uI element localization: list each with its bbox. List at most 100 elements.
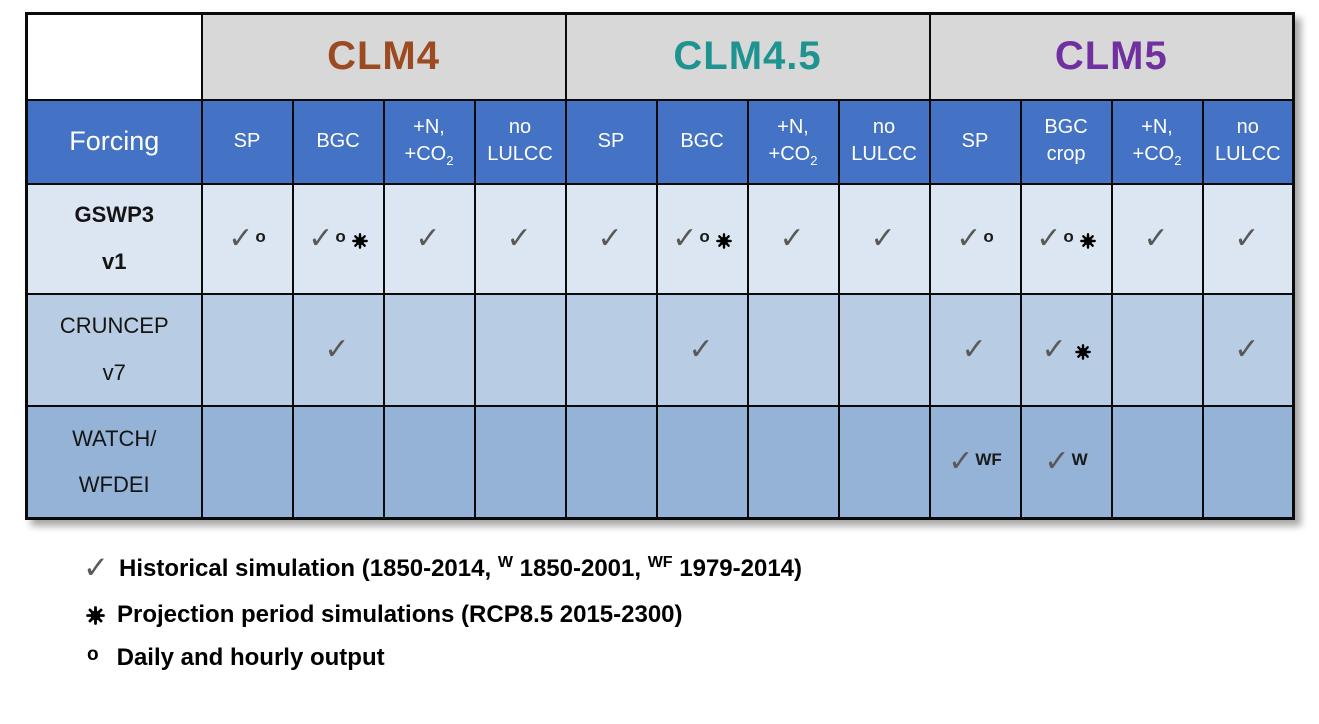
matrix-cell: ✓	[1019, 292, 1113, 407]
legend-projection-text: Projection period simulations (RCP8.5 20…	[117, 601, 683, 628]
check-icon: ✓	[1234, 221, 1260, 256]
check-icon: ✓	[83, 550, 109, 586]
matrix-cell: ✓	[564, 182, 658, 295]
check-icon: ✓	[1036, 221, 1062, 256]
projection-marker-icon	[86, 606, 105, 625]
check-icon: ✓	[688, 332, 714, 367]
corner-cell	[25, 12, 203, 101]
cell-superscript: W	[1071, 449, 1088, 469]
column-header-sp: SP	[564, 98, 658, 185]
model-header-clm4: CLM4	[200, 12, 567, 101]
check-icon: ✓	[870, 221, 896, 256]
check-icon: ✓	[672, 221, 698, 256]
check-icon: ✓	[308, 221, 334, 256]
matrix-cell: ✓	[473, 292, 567, 407]
matrix-cell: ✓ WF	[928, 404, 1022, 520]
check-icon: ✓	[415, 221, 441, 256]
matrix-cell: ✓	[473, 404, 567, 520]
check-icon: ✓	[779, 221, 805, 256]
column-header-n-co2: +N, +CO2	[1110, 98, 1204, 185]
row-label-cruncep: CRUNCEP v7	[25, 292, 203, 407]
model-header-row: CLM4 CLM4.5 CLM5	[25, 12, 1295, 101]
row-label-watch-wfdei: WATCH/WFDEI	[25, 404, 203, 520]
column-header-sp: SP	[200, 98, 294, 185]
page: CLM4 CLM4.5 CLM5 Forcing SP BGC +N, +CO2 …	[25, 12, 1319, 672]
column-header-no-lulcc: no LULCC	[473, 98, 567, 185]
matrix-cell: ✓	[746, 292, 840, 407]
column-header-row: Forcing SP BGC +N, +CO2 no LULCC SP BGC +N…	[25, 98, 1295, 185]
matrix-cell: ✓ o	[928, 182, 1022, 295]
legend-output-text: Daily and hourly output	[116, 644, 385, 671]
check-icon: ✓	[1234, 332, 1260, 367]
cell-superscript: o	[335, 226, 346, 246]
column-header-n-co2: +N, +CO2	[382, 98, 476, 185]
model-header-clm5: CLM5	[928, 12, 1295, 101]
matrix-cell: ✓	[200, 292, 294, 407]
model-header-clm4-5: CLM4.5	[564, 12, 931, 101]
matrix-cell: ✓	[291, 404, 385, 520]
projection-marker-icon	[352, 233, 368, 254]
cell-superscript: o	[983, 226, 994, 246]
matrix-cell: ✓	[291, 292, 385, 407]
cell-superscript: o	[699, 226, 710, 246]
check-icon: ✓	[597, 221, 623, 256]
legend-item-historical: ✓ Historical simulation (1850-2014, W 18…	[83, 550, 1319, 586]
projection-marker-icon	[716, 233, 732, 254]
matrix-cell: ✓ o	[655, 182, 749, 295]
matrix-cell: ✓	[564, 404, 658, 520]
check-icon: ✓	[961, 332, 987, 367]
legend-historical-text: Historical simulation (1850-2014, W 1850…	[118, 553, 803, 582]
matrix-cell: ✓ W	[1019, 404, 1113, 520]
matrix-cell: ✓	[655, 404, 749, 520]
check-icon: ✓	[324, 332, 350, 367]
matrix-cell: ✓ o	[1019, 182, 1113, 295]
cell-superscript: WF	[975, 449, 1002, 469]
check-icon: ✓	[1044, 444, 1070, 480]
legend-item-projection: Projection period simulations (RCP8.5 20…	[83, 601, 1319, 629]
projection-marker-icon	[1080, 233, 1096, 254]
column-header-n-co2: +N, +CO2	[746, 98, 840, 185]
column-header-sp: SP	[928, 98, 1022, 185]
matrix-cell: ✓	[1201, 404, 1295, 520]
matrix-cell: ✓	[837, 404, 931, 520]
matrix-cell: ✓	[746, 404, 840, 520]
matrix-cell: ✓	[200, 404, 294, 520]
matrix-cell: ✓	[1110, 404, 1204, 520]
check-icon: ✓	[228, 221, 254, 256]
cell-superscript: o	[1063, 226, 1074, 246]
cell-superscript: o	[255, 226, 266, 246]
row-label-gswp3: GSWP3 v1	[25, 182, 203, 295]
matrix-cell: ✓	[382, 182, 476, 295]
matrix-cell: ✓	[473, 182, 567, 295]
matrix-cell: ✓	[837, 292, 931, 407]
matrix-cell: ✓	[382, 404, 476, 520]
matrix-cell: ✓ o	[200, 182, 294, 295]
matrix-cell: ✓	[1110, 182, 1204, 295]
forcing-header: Forcing	[25, 98, 203, 185]
daily-output-marker: o	[87, 644, 99, 665]
legend: ✓ Historical simulation (1850-2014, W 18…	[83, 550, 1319, 672]
check-icon: ✓	[956, 221, 982, 256]
matrix-cell: ✓	[382, 292, 476, 407]
column-header-bgc: BGC	[291, 98, 385, 185]
check-icon: ✓	[506, 221, 532, 256]
matrix-cell: ✓	[746, 182, 840, 295]
legend-item-output: o Daily and hourly output	[83, 644, 1319, 672]
row-gswp3: GSWP3 v1 ✓ o ✓ o ✓ ✓ ✓ ✓ o ✓ ✓ ✓ o ✓ o ✓ ✓	[25, 182, 1295, 295]
simulation-matrix-table: CLM4 CLM4.5 CLM5 Forcing SP BGC +N, +CO2 …	[25, 12, 1296, 520]
matrix-cell: ✓	[1201, 182, 1295, 295]
check-icon: ✓	[948, 444, 974, 480]
matrix-cell: ✓	[1110, 292, 1204, 407]
matrix-cell: ✓	[564, 292, 658, 407]
matrix-cell: ✓	[928, 292, 1022, 407]
matrix-cell: ✓ o	[291, 182, 385, 295]
matrix-cell: ✓	[1201, 292, 1295, 407]
matrix-cell: ✓	[655, 292, 749, 407]
check-icon: ✓	[1143, 221, 1169, 256]
column-header-bgc-crop: BGC crop	[1019, 98, 1113, 185]
row-watch-wfdei: WATCH/WFDEI ✓ ✓ ✓ ✓ ✓ ✓ ✓ ✓ ✓WF ✓W ✓ ✓	[25, 404, 1295, 520]
column-header-no-lulcc: no LULCC	[837, 98, 931, 185]
matrix-cell: ✓	[837, 182, 931, 295]
column-header-no-lulcc: no LULCC	[1201, 98, 1295, 185]
